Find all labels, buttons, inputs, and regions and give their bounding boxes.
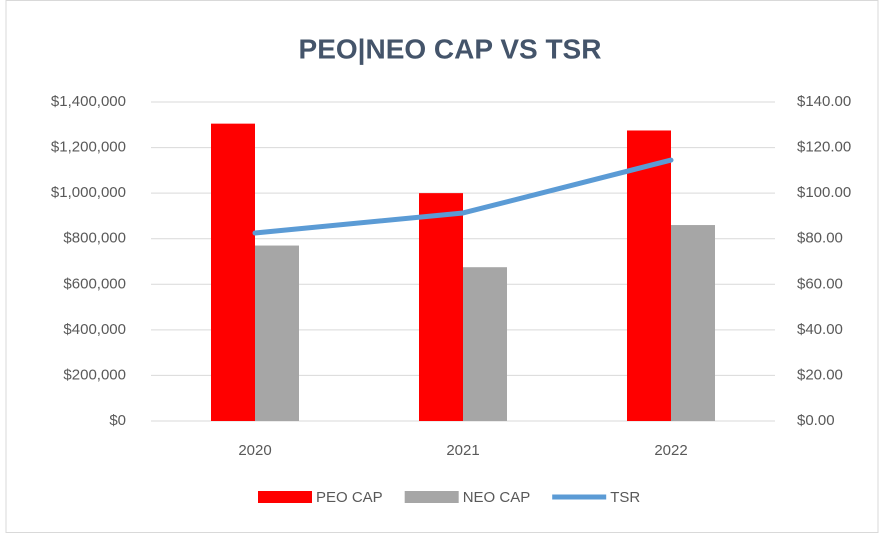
- x-tick-label: 2021: [446, 442, 479, 459]
- y-tick-label: $0: [109, 412, 126, 429]
- bar: [419, 193, 463, 421]
- y2-tick-label: $100.00: [797, 184, 851, 201]
- legend-label: NEO CAP: [463, 489, 531, 506]
- y2-tick-label: $120.00: [797, 139, 851, 156]
- y-tick-label: $800,000: [63, 230, 126, 247]
- y-tick-label: $1,400,000: [51, 93, 126, 110]
- x-tick-label: 2020: [238, 442, 271, 459]
- bar: [463, 267, 507, 421]
- x-tick-label: 2022: [654, 442, 687, 459]
- bar: [211, 123, 255, 422]
- legend-swatch: [404, 491, 459, 503]
- y-tick-label: $1,000,000: [51, 184, 126, 201]
- y2-tick-label: $40.00: [797, 321, 843, 338]
- legend-label: PEO CAP: [316, 489, 383, 506]
- bar: [255, 245, 299, 421]
- y-tick-label: $400,000: [63, 321, 126, 338]
- chart-title: PEO|NEO CAP VS TSR: [299, 33, 602, 64]
- y2-tick-label: $60.00: [797, 275, 843, 292]
- legend-swatch: [258, 491, 312, 503]
- bar: [671, 225, 715, 421]
- line-series: [252, 157, 674, 236]
- y2-tick-label: $80.00: [797, 230, 843, 247]
- y2-tick-label: $0.00: [797, 412, 835, 429]
- y-tick-label: $1,200,000: [51, 139, 126, 156]
- bar: [627, 130, 671, 421]
- y-tick-label: $200,000: [63, 366, 126, 383]
- legend-label: TSR: [610, 489, 640, 506]
- y2-tick-label: $20.00: [797, 366, 843, 383]
- y2-tick-label: $140.00: [797, 93, 851, 110]
- y-tick-label: $600,000: [63, 275, 126, 292]
